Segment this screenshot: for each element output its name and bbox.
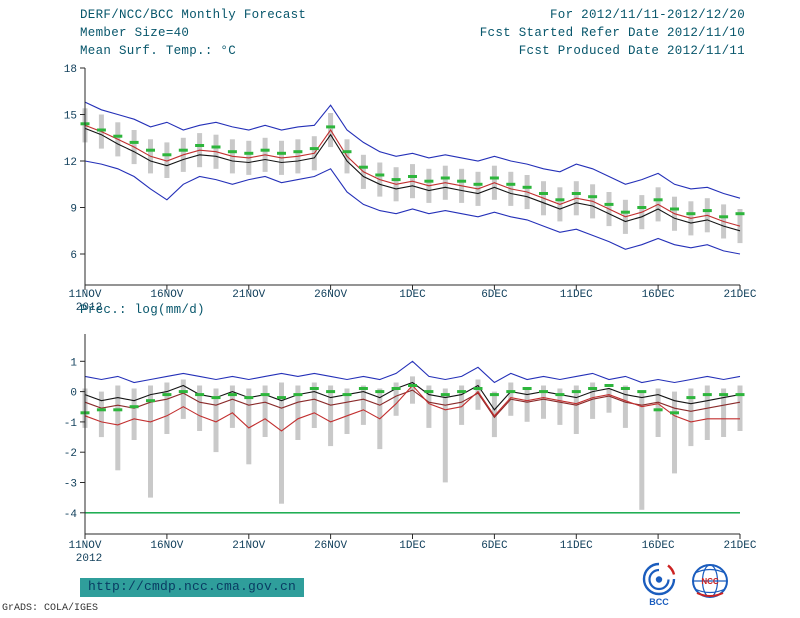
x-tick-label: 21DEC	[723, 289, 756, 301]
series-ensemble-max	[84, 101, 741, 199]
x-tick-label: 16DEC	[642, 289, 675, 301]
temperature-section-label: Mean Surf. Temp.: °C	[80, 44, 237, 58]
x-tick-label: 16NOV	[150, 540, 183, 552]
plot-title: DERF/NCC/BCC Monthly Forecast	[80, 8, 307, 22]
grads-credit: GrADS: COLA/IGES	[2, 603, 99, 614]
y-tick-label: 12	[64, 157, 77, 169]
x-tick-label: 11DEC	[560, 540, 593, 552]
x-tick-label: 11DEC	[560, 289, 593, 301]
x-tick-label: 16DEC	[642, 540, 675, 552]
y-tick-label: -2	[64, 448, 77, 460]
axes	[80, 67, 741, 290]
x-tick-label: 11NOV	[68, 289, 101, 301]
ncc-logo: NCC	[692, 564, 728, 598]
y-tick-label: 18	[64, 64, 77, 76]
x-tick-label: 26NOV	[314, 289, 347, 301]
x-tick-label: 1DEC	[399, 540, 426, 552]
precip-section-label: Prec.: log(mm/d)	[80, 303, 205, 317]
series-ensemble-mean	[84, 124, 741, 227]
y-tick-label: -3	[64, 479, 77, 491]
y-tick-label: 0	[70, 388, 77, 400]
source-url: http://cmdp.ncc.cma.gov.cn	[80, 578, 305, 597]
x-tick-label: 21DEC	[723, 540, 756, 552]
forecast-range-label: For 2012/11/11-2012/12/20	[549, 8, 745, 22]
refer-date-label: Fcst Started Refer Date 2012/11/10	[479, 26, 745, 40]
axes	[80, 334, 741, 539]
y-tick-label: 15	[64, 111, 77, 123]
ncc-logo-text: NCC	[701, 577, 719, 586]
series-control	[84, 127, 741, 232]
bcc-logo-text: BCC	[649, 597, 669, 607]
y-tick-label: -4	[64, 509, 78, 521]
member-size-label: Member Size=40	[80, 26, 190, 40]
x-sub-label: 2012	[76, 302, 102, 314]
x-tick-label: 1DEC	[399, 289, 426, 301]
series-ensemble-mean	[84, 381, 741, 411]
y-tick-label: -1	[64, 418, 78, 430]
y-tick-label: 9	[70, 204, 77, 216]
produced-date-label: Fcst Produced Date 2012/11/11	[518, 44, 745, 58]
x-tick-label: 21NOV	[232, 289, 265, 301]
bcc-swirl-icon	[642, 562, 676, 596]
x-sub-label: 2012	[76, 553, 102, 565]
x-tick-label: 6DEC	[481, 289, 508, 301]
markers-climatology	[80, 384, 745, 415]
x-tick-label: 11NOV	[68, 540, 101, 552]
series-ensemble-min	[84, 160, 741, 255]
x-tick-label: 26NOV	[314, 540, 347, 552]
ensemble-spread-bars	[82, 376, 743, 510]
x-tick-label: 6DEC	[481, 540, 508, 552]
y-tick-label: 6	[70, 250, 77, 262]
x-tick-label: 21NOV	[232, 540, 265, 552]
x-tick-label: 16NOV	[150, 289, 183, 301]
markers-climatology	[80, 122, 745, 219]
temperature-chart: 6 9 12 15 18 11NOV 16NOV 21NOV 26NOV 1DEC 6DEC 11DE…	[64, 64, 757, 314]
precipitation-chart: 1 0 -1 -2 -3 -4 11NOV 16NOV 21NOV 26NOV 1DEC 6DEC 11…	[64, 334, 757, 565]
ncc-globe-icon	[692, 564, 728, 598]
bcc-logo: BCC	[642, 562, 676, 607]
series-ensemble-max	[84, 360, 741, 384]
y-tick-label: 1	[70, 357, 77, 369]
